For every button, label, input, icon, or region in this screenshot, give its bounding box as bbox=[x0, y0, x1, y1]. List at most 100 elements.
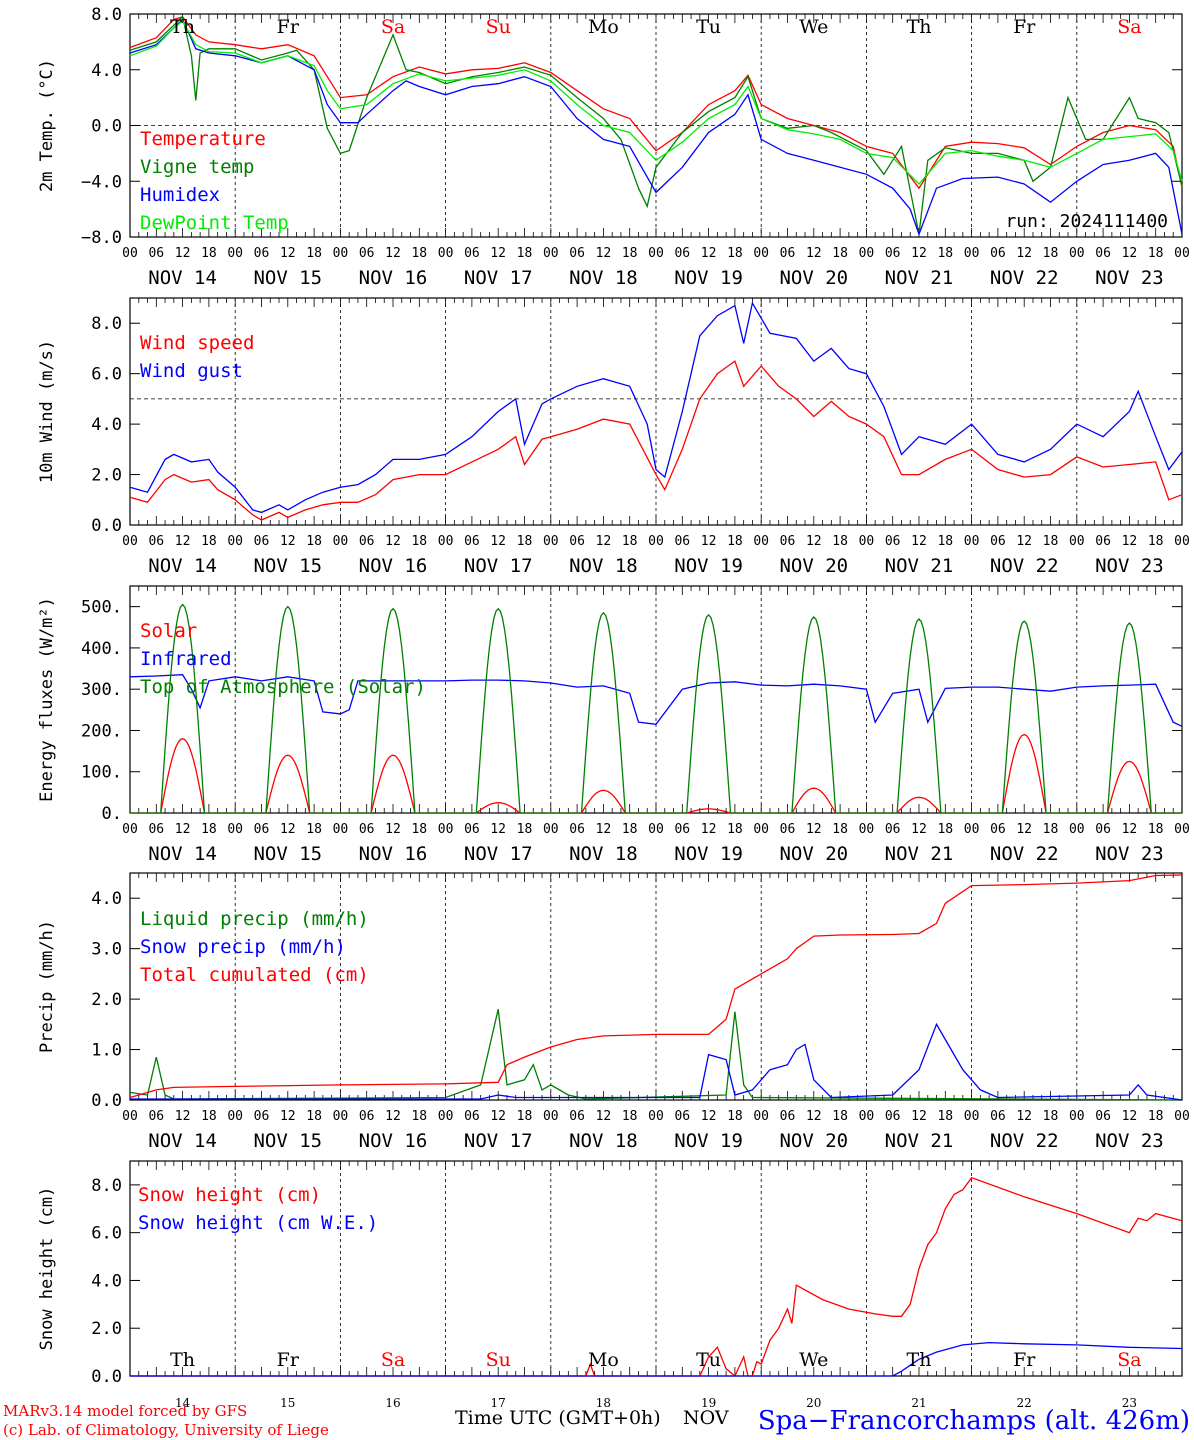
day-label: NOV 14 bbox=[148, 267, 217, 289]
weekday-label: Th bbox=[907, 16, 932, 38]
hour-tick-label: 12 bbox=[175, 822, 191, 837]
hour-tick-label: 12 bbox=[1122, 1109, 1138, 1124]
hour-tick-label: 00 bbox=[964, 1109, 980, 1124]
day-label: NOV 17 bbox=[464, 1130, 533, 1152]
hour-tick-label: 18 bbox=[937, 534, 953, 549]
hour-tick-label: 00 bbox=[964, 534, 980, 549]
x-axis-label: Time UTC (GMT+0h) bbox=[455, 1407, 661, 1429]
hour-tick-label: 06 bbox=[780, 822, 796, 837]
hour-tick-label: 18 bbox=[937, 822, 953, 837]
day-label: NOV 21 bbox=[885, 1130, 954, 1152]
hour-tick-label: 00 bbox=[1069, 822, 1085, 837]
y-tick-label: 4.0 bbox=[91, 415, 122, 435]
hour-tick-label: 06 bbox=[254, 534, 270, 549]
hour-tick-label: 06 bbox=[1095, 1109, 1111, 1124]
y-tick-label: 0. bbox=[102, 804, 122, 824]
hour-tick-label: 06 bbox=[148, 1109, 164, 1124]
hour-tick-label: 18 bbox=[306, 534, 322, 549]
day-label: NOV 20 bbox=[779, 1130, 848, 1152]
credit-line-2: (c) Lab. of Climatology, University of L… bbox=[3, 1421, 329, 1439]
y-tick-label: 0.0 bbox=[91, 117, 122, 137]
hour-tick-label: 00 bbox=[333, 246, 349, 261]
legend-entry: Solar bbox=[140, 620, 197, 642]
hour-tick-label: 18 bbox=[411, 1109, 427, 1124]
y-tick-label: 8.0 bbox=[91, 5, 122, 25]
hour-tick-label: 12 bbox=[596, 1109, 612, 1124]
day-label: NOV 23 bbox=[1095, 843, 1164, 865]
hour-tick-label: 00 bbox=[648, 246, 664, 261]
hour-tick-label: 06 bbox=[569, 534, 585, 549]
hour-tick-label: 12 bbox=[701, 822, 717, 837]
weekday-label: Tu bbox=[696, 1349, 721, 1371]
hour-tick-label: 18 bbox=[306, 1109, 322, 1124]
day-label: NOV 23 bbox=[1095, 555, 1164, 577]
day-label: NOV 15 bbox=[253, 555, 322, 577]
day-label: NOV 22 bbox=[990, 843, 1059, 865]
hour-tick-label: 00 bbox=[1174, 1109, 1190, 1124]
hour-tick-label: 18 bbox=[411, 534, 427, 549]
legend-entry: Snow height (cm) bbox=[138, 1184, 321, 1206]
hour-tick-label: 18 bbox=[622, 246, 638, 261]
hour-tick-label: 06 bbox=[674, 1109, 690, 1124]
hour-tick-label: 12 bbox=[490, 1109, 506, 1124]
hour-tick-label: 18 bbox=[727, 246, 743, 261]
hour-tick-label: 00 bbox=[859, 246, 875, 261]
series-line-wind-gust bbox=[129, 301, 1183, 514]
weekday-label: Sa bbox=[381, 1349, 405, 1371]
y-tick-label: 100. bbox=[81, 763, 122, 783]
weekday-label: Sa bbox=[1117, 1349, 1141, 1371]
hour-tick-label: 18 bbox=[517, 534, 533, 549]
weekday-label: We bbox=[799, 1349, 828, 1371]
weekday-label: We bbox=[799, 16, 828, 38]
hour-tick-label: 12 bbox=[280, 1109, 296, 1124]
legend-entry: Wind gust bbox=[140, 360, 243, 382]
hour-tick-label: 00 bbox=[333, 534, 349, 549]
legend-entry: Snow precip (mm/h) bbox=[140, 936, 346, 958]
series-line-snow-height-cm- bbox=[130, 1176, 1183, 1378]
hour-tick-label: 12 bbox=[596, 246, 612, 261]
legend-entry: DewPoint Temp bbox=[140, 212, 289, 234]
hour-tick-label: 00 bbox=[122, 1109, 138, 1124]
hour-tick-label: 06 bbox=[674, 534, 690, 549]
day-number-label: 20 bbox=[806, 1396, 821, 1410]
hour-tick-label: 00 bbox=[859, 822, 875, 837]
series-line-liquid-precip-mm-h- bbox=[129, 1009, 1183, 1101]
weekday-label: Fr bbox=[277, 16, 300, 38]
hour-tick-label: 00 bbox=[753, 1109, 769, 1124]
y-tick-label: 4.0 bbox=[91, 1271, 122, 1291]
hour-tick-label: 18 bbox=[832, 246, 848, 261]
day-label: NOV 23 bbox=[1095, 267, 1164, 289]
day-label: NOV 17 bbox=[464, 843, 533, 865]
wind-panel: 8.0 6.0 4.0 2.0 0.0 10m Wind (m/s) Wind speed W… bbox=[37, 297, 1190, 577]
hour-tick-label: 18 bbox=[201, 1109, 217, 1124]
day-label: NOV 20 bbox=[779, 267, 848, 289]
hour-tick-label: 18 bbox=[727, 822, 743, 837]
day-number-label: 22 bbox=[1017, 1396, 1032, 1410]
y-tick-label: 2.0 bbox=[91, 1319, 122, 1339]
hour-tick-label: 12 bbox=[806, 246, 822, 261]
hour-tick-label: 00 bbox=[438, 822, 454, 837]
y-tick-label: 300. bbox=[81, 680, 122, 700]
hour-tick-label: 06 bbox=[1095, 534, 1111, 549]
day-label: NOV 22 bbox=[990, 555, 1059, 577]
hour-tick-label: 12 bbox=[596, 534, 612, 549]
hour-tick-label: 06 bbox=[990, 822, 1006, 837]
weekday-label: Su bbox=[486, 1349, 511, 1371]
hour-tick-label: 12 bbox=[490, 246, 506, 261]
snow-panel: 8.0 6.0 4.0 2.0 0.0 Snow height (cm) Snow heig… bbox=[37, 1160, 1183, 1410]
hour-tick-label: 06 bbox=[780, 1109, 796, 1124]
hour-tick-label: 12 bbox=[175, 534, 191, 549]
hour-tick-label: 18 bbox=[622, 1109, 638, 1124]
hour-tick-label: 06 bbox=[359, 1109, 375, 1124]
day-label: NOV 14 bbox=[148, 843, 217, 865]
credit-line-1: MARv3.14 model forced by GFS bbox=[3, 1402, 247, 1420]
hour-tick-label: 00 bbox=[227, 1109, 243, 1124]
hour-tick-label: 12 bbox=[490, 822, 506, 837]
hour-tick-label: 06 bbox=[254, 1109, 270, 1124]
hour-tick-label: 00 bbox=[543, 246, 559, 261]
hour-tick-label: 12 bbox=[1122, 534, 1138, 549]
hour-tick-label: 00 bbox=[438, 1109, 454, 1124]
day-label: NOV 15 bbox=[253, 267, 322, 289]
series-line-top-of-atmosphere-solar- bbox=[130, 603, 1182, 814]
hour-tick-label: 00 bbox=[333, 1109, 349, 1124]
